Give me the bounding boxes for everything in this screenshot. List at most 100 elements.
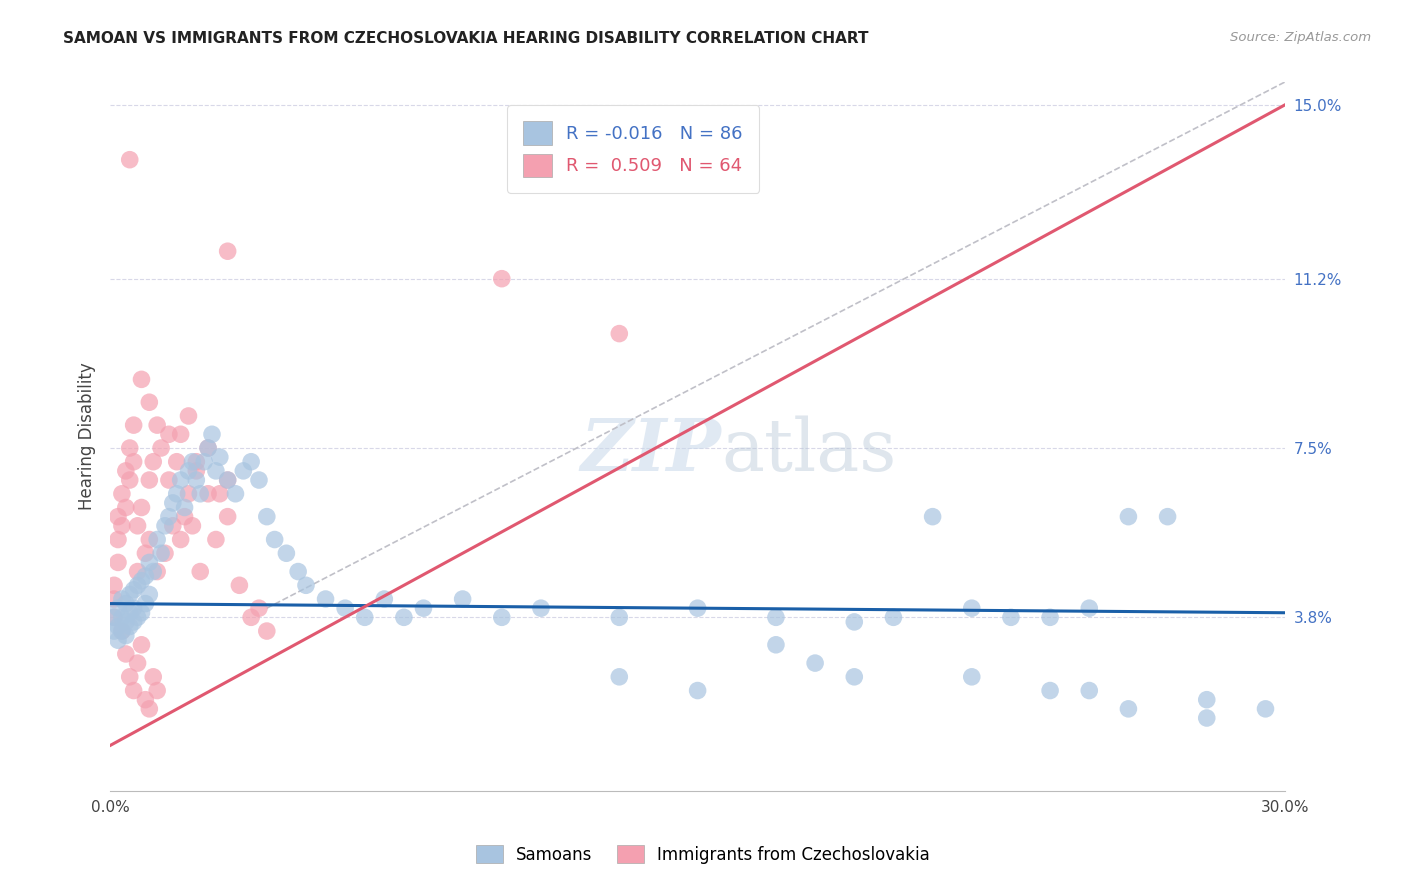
Point xyxy=(131,606,153,620)
Point xyxy=(491,610,513,624)
Point xyxy=(412,601,434,615)
Text: SAMOAN VS IMMIGRANTS FROM CZECHOSLOVAKIA HEARING DISABILITY CORRELATION CHART: SAMOAN VS IMMIGRANTS FROM CZECHOSLOVAKIA… xyxy=(63,31,869,46)
Text: atlas: atlas xyxy=(721,416,897,486)
Point xyxy=(134,597,156,611)
Point xyxy=(1118,702,1140,716)
Point xyxy=(208,450,231,465)
Point xyxy=(287,565,309,579)
Point xyxy=(392,610,415,624)
Point xyxy=(186,455,208,469)
Point xyxy=(103,592,125,607)
Text: Source: ZipAtlas.com: Source: ZipAtlas.com xyxy=(1230,31,1371,45)
Point xyxy=(607,326,630,341)
Point xyxy=(122,455,145,469)
Point xyxy=(181,455,204,469)
Point xyxy=(134,546,156,560)
Point xyxy=(127,656,149,670)
Point xyxy=(188,565,211,579)
Point xyxy=(107,633,129,648)
Point xyxy=(276,546,298,560)
Point xyxy=(1078,683,1101,698)
Point xyxy=(131,638,153,652)
Point xyxy=(118,587,141,601)
Point xyxy=(765,610,787,624)
Point xyxy=(166,487,188,501)
Point xyxy=(1254,702,1277,716)
Point xyxy=(157,473,180,487)
Point xyxy=(1039,610,1062,624)
Point xyxy=(960,601,983,615)
Point xyxy=(103,610,125,624)
Point xyxy=(142,565,165,579)
Point xyxy=(150,546,173,560)
Point xyxy=(1156,509,1178,524)
Point xyxy=(111,624,134,638)
Point xyxy=(150,441,173,455)
Point xyxy=(240,610,263,624)
Point xyxy=(146,418,169,433)
Point xyxy=(111,487,134,501)
Point xyxy=(1195,711,1218,725)
Point xyxy=(118,606,141,620)
Point xyxy=(127,518,149,533)
Point xyxy=(131,574,153,588)
Point xyxy=(844,670,866,684)
Point xyxy=(146,683,169,698)
Point xyxy=(166,455,188,469)
Point xyxy=(181,518,204,533)
Point xyxy=(134,692,156,706)
Point xyxy=(256,509,278,524)
Point xyxy=(157,427,180,442)
Legend: Samoans, Immigrants from Czechoslovakia: Samoans, Immigrants from Czechoslovakia xyxy=(470,838,936,871)
Point xyxy=(333,601,356,615)
Point xyxy=(131,372,153,386)
Point xyxy=(186,473,208,487)
Point xyxy=(103,624,125,638)
Point xyxy=(157,509,180,524)
Point xyxy=(193,455,215,469)
Point xyxy=(134,569,156,583)
Point xyxy=(162,496,184,510)
Point xyxy=(138,587,160,601)
Point xyxy=(146,533,169,547)
Point xyxy=(142,670,165,684)
Point xyxy=(114,464,136,478)
Point xyxy=(217,509,239,524)
Point xyxy=(217,244,239,259)
Point xyxy=(169,533,191,547)
Point xyxy=(201,427,224,442)
Point xyxy=(153,546,176,560)
Point xyxy=(1195,692,1218,706)
Point xyxy=(131,500,153,515)
Point xyxy=(103,610,125,624)
Point xyxy=(173,509,195,524)
Point xyxy=(315,592,337,607)
Point xyxy=(127,565,149,579)
Point xyxy=(844,615,866,629)
Point xyxy=(177,409,200,423)
Point xyxy=(162,518,184,533)
Point xyxy=(114,615,136,629)
Point xyxy=(173,500,195,515)
Point xyxy=(142,455,165,469)
Point xyxy=(353,610,375,624)
Point xyxy=(127,610,149,624)
Point xyxy=(686,601,709,615)
Point xyxy=(765,638,787,652)
Point xyxy=(138,533,160,547)
Point xyxy=(169,427,191,442)
Point xyxy=(118,473,141,487)
Point xyxy=(111,624,134,638)
Point xyxy=(607,610,630,624)
Point xyxy=(256,624,278,638)
Point xyxy=(1000,610,1022,624)
Point xyxy=(114,629,136,643)
Point xyxy=(197,441,219,455)
Y-axis label: Hearing Disability: Hearing Disability xyxy=(79,363,96,510)
Point xyxy=(111,518,134,533)
Point xyxy=(122,582,145,597)
Point xyxy=(122,615,145,629)
Point xyxy=(107,556,129,570)
Point xyxy=(127,578,149,592)
Point xyxy=(114,647,136,661)
